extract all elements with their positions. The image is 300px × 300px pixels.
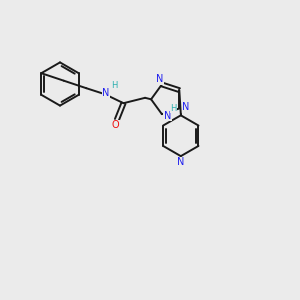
Text: N: N (102, 88, 110, 98)
Text: O: O (112, 120, 119, 130)
Text: N: N (164, 111, 171, 121)
Text: N: N (156, 74, 163, 84)
Text: H: H (170, 103, 176, 112)
Text: H: H (111, 81, 117, 90)
Text: N: N (182, 102, 190, 112)
Text: N: N (177, 157, 184, 167)
